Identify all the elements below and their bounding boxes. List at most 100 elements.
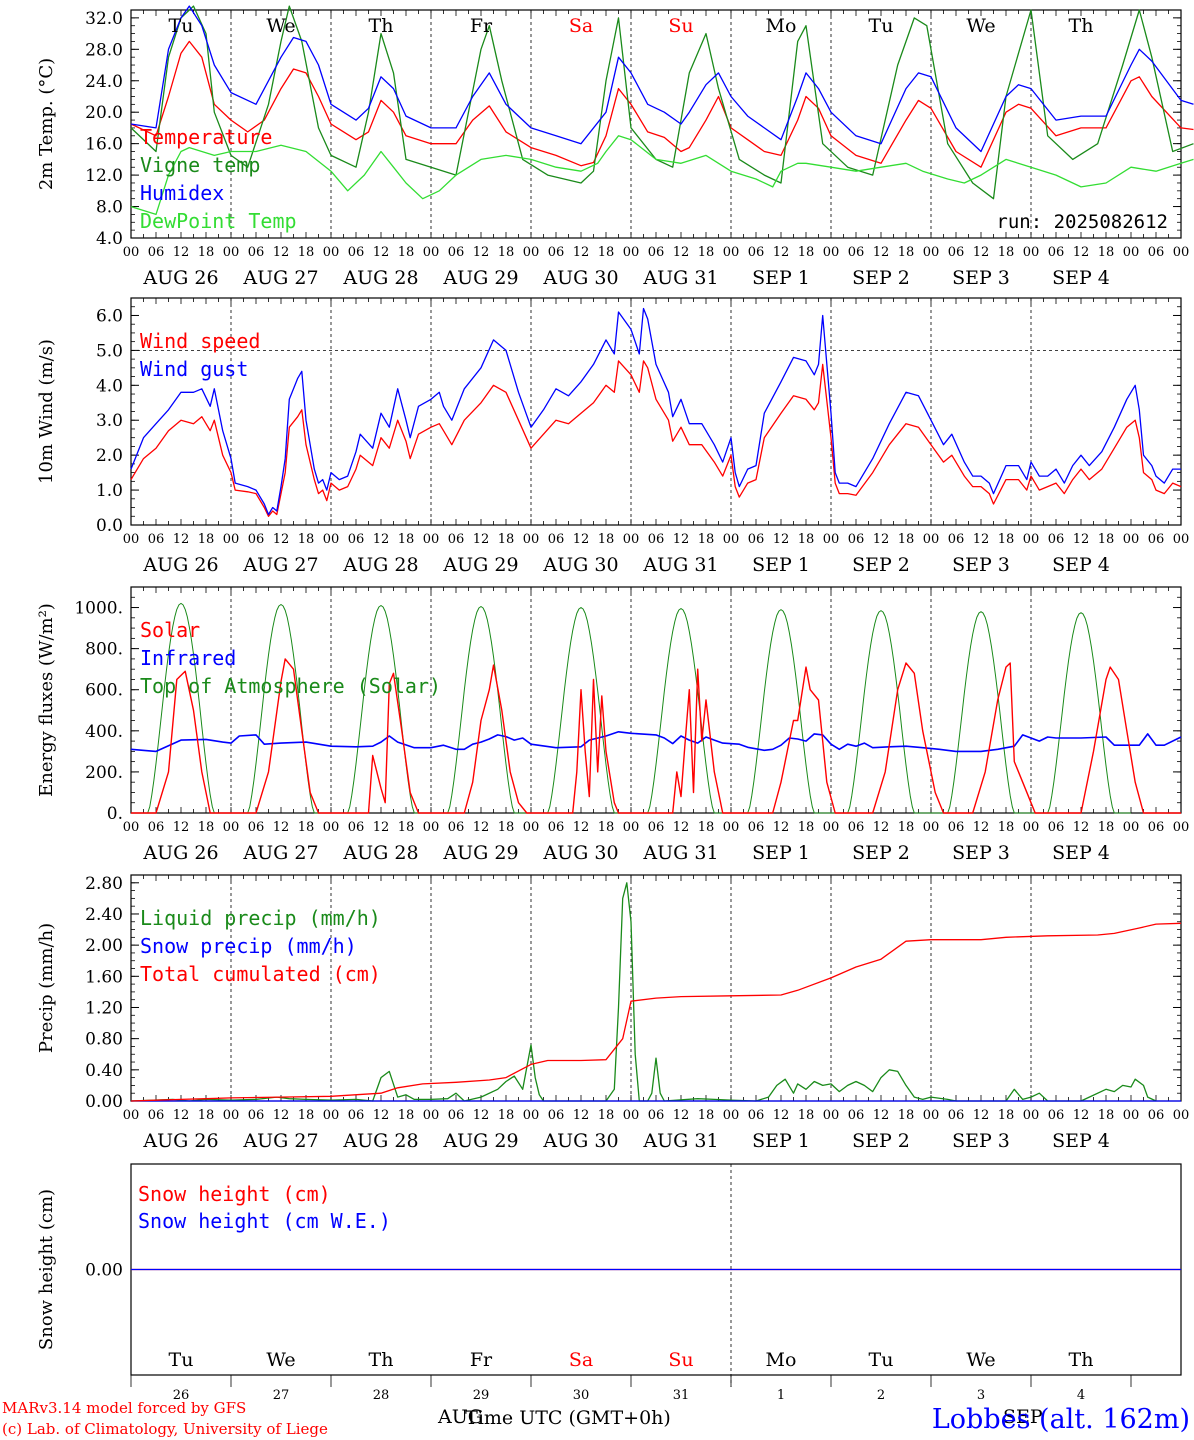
date-label: SEP 4 (1052, 842, 1110, 864)
hour-tick-label: 18 (198, 820, 215, 835)
hour-tick-label: 00 (423, 245, 440, 260)
date-label: AUG 29 (442, 554, 518, 576)
hour-tick-label: 00 (1023, 820, 1040, 835)
hour-tick-label: 12 (773, 820, 790, 835)
hour-tick-label: 06 (548, 820, 565, 835)
hour-tick-label: 00 (1123, 532, 1140, 547)
y-tick-label: 4.0 (96, 376, 123, 396)
hour-tick-label: 12 (573, 820, 590, 835)
day-number-label: 27 (273, 1388, 290, 1403)
hour-tick-label: 18 (998, 1108, 1015, 1123)
hour-tick-label: 18 (998, 820, 1015, 835)
hour-tick-label: 06 (248, 1108, 265, 1123)
hour-tick-label: 06 (1048, 245, 1065, 260)
hour-tick-label: 18 (998, 532, 1015, 547)
hour-tick-label: 12 (373, 245, 390, 260)
hour-tick-label: 12 (473, 532, 490, 547)
hour-tick-label: 12 (673, 245, 690, 260)
series-line-infrared (130, 731, 1182, 753)
hour-tick-label: 00 (723, 1108, 740, 1123)
legend-entry: Wind speed (140, 329, 260, 353)
y-axis-label: 10m Wind (m/s) (36, 339, 57, 484)
hour-tick-label: 00 (1023, 1108, 1040, 1123)
hour-tick-label: 12 (973, 532, 990, 547)
hour-tick-label: 06 (448, 1108, 465, 1123)
y-tick-label: 8.0 (96, 198, 123, 218)
series-line-wind-gust (130, 307, 1181, 516)
hour-tick-label: 12 (273, 1108, 290, 1123)
hour-tick-label: 18 (1098, 245, 1115, 260)
model-credit: MARv3.14 model forced by GFS (2, 1399, 246, 1417)
hour-tick-label: 12 (473, 1108, 490, 1123)
y-tick-label: 1.60 (85, 967, 123, 987)
hour-tick-label: 00 (123, 820, 140, 835)
series-line-wind-speed (130, 360, 1182, 517)
day-number-label: 3 (977, 1388, 985, 1403)
day-number-label: 1 (777, 1388, 785, 1403)
hour-tick-label: 12 (973, 245, 990, 260)
y-tick-label: 20.0 (85, 103, 123, 123)
weekday-label: Fr (470, 15, 493, 37)
hour-tick-label: 06 (848, 820, 865, 835)
weekday-label: Tu (869, 1349, 894, 1371)
hour-tick-label: 00 (1123, 245, 1140, 260)
date-label: SEP 3 (952, 842, 1010, 864)
date-label: AUG 31 (642, 554, 718, 576)
month-label: AUG (437, 1406, 483, 1428)
y-tick-label: 2.0 (96, 446, 123, 466)
hour-tick-label: 18 (898, 820, 915, 835)
y-tick-label: 4.0 (96, 229, 123, 249)
hour-tick-label: 18 (598, 532, 615, 547)
series-line-liquid-precip-mm-h- (130, 882, 1157, 1102)
hour-tick-label: 06 (548, 532, 565, 547)
hour-tick-label: 18 (498, 245, 515, 260)
y-tick-label: 2.80 (85, 874, 123, 894)
panel-energy: 0. 200. 400. 600. 800. 1000. Energy fluxes (W/… (36, 586, 1189, 864)
y-tick-label: 0.80 (85, 1030, 123, 1050)
hour-tick-label: 00 (623, 820, 640, 835)
date-label: AUG 26 (142, 1130, 218, 1152)
hour-tick-label: 00 (823, 820, 840, 835)
hour-tick-label: 00 (323, 532, 340, 547)
hour-tick-label: 00 (323, 1108, 340, 1123)
hour-tick-label: 18 (798, 532, 815, 547)
hour-tick-label: 12 (873, 1108, 890, 1123)
hour-tick-label: 00 (523, 245, 540, 260)
hour-tick-label: 00 (423, 820, 440, 835)
hour-tick-label: 18 (598, 245, 615, 260)
hour-tick-label: 06 (948, 820, 965, 835)
date-label: AUG 27 (242, 267, 318, 289)
hour-tick-label: 18 (1098, 1108, 1115, 1123)
hour-tick-label: 18 (1098, 532, 1115, 547)
panel-wind: 0.0 1.0 2.0 3.0 4.0 5.0 6.0 10m Wind (m/s) Wind … (36, 297, 1190, 576)
hour-tick-label: 12 (673, 820, 690, 835)
date-label: AUG 29 (442, 842, 518, 864)
y-tick-label: 32.0 (85, 9, 123, 29)
hour-tick-label: 06 (348, 1108, 365, 1123)
hour-tick-label: 00 (823, 532, 840, 547)
legend-entry: DewPoint Temp (140, 209, 297, 233)
hour-tick-label: 00 (123, 245, 140, 260)
hour-tick-label: 18 (298, 245, 315, 260)
hour-tick-label: 00 (1173, 532, 1190, 547)
hour-tick-label: 12 (573, 532, 590, 547)
hour-tick-label: 12 (173, 1108, 190, 1123)
hour-tick-label: 00 (823, 245, 840, 260)
date-label: AUG 28 (342, 1130, 418, 1152)
hour-tick-label: 18 (698, 532, 715, 547)
date-label: AUG 26 (142, 554, 218, 576)
hour-tick-label: 18 (898, 1108, 915, 1123)
weekday-label: Mo (766, 1349, 797, 1371)
date-label: AUG 27 (242, 842, 318, 864)
hour-tick-label: 00 (923, 820, 940, 835)
day-number-label: 29 (473, 1388, 490, 1403)
y-tick-label: 1.0 (96, 481, 123, 501)
hour-tick-label: 12 (1073, 1108, 1090, 1123)
hour-tick-label: 00 (723, 820, 740, 835)
hour-tick-label: 18 (198, 532, 215, 547)
weekday-label: We (966, 15, 995, 37)
hour-tick-label: 00 (923, 245, 940, 260)
date-label: SEP 4 (1052, 267, 1110, 289)
hour-tick-label: 18 (498, 532, 515, 547)
